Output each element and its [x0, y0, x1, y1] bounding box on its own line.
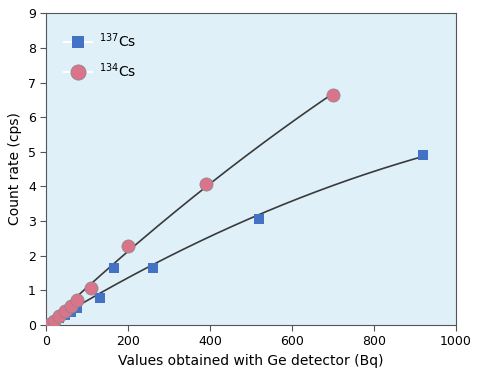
- Point: [419, 152, 427, 158]
- Point: [47, 321, 54, 327]
- Y-axis label: Count rate (cps): Count rate (cps): [8, 112, 23, 226]
- Point: [61, 308, 69, 314]
- Point: [67, 309, 75, 315]
- Point: [47, 321, 54, 327]
- Point: [110, 265, 118, 271]
- Point: [255, 216, 263, 222]
- Point: [51, 319, 59, 325]
- Point: [329, 92, 337, 98]
- Point: [67, 303, 75, 309]
- Point: [149, 265, 156, 271]
- Point: [87, 285, 95, 291]
- Point: [55, 315, 62, 321]
- Legend: $^{137}$Cs, $^{134}$Cs: $^{137}$Cs, $^{134}$Cs: [53, 20, 147, 91]
- Point: [202, 181, 210, 187]
- Point: [61, 312, 69, 318]
- Point: [96, 295, 103, 301]
- X-axis label: Values obtained with Ge detector (Bq): Values obtained with Ge detector (Bq): [118, 354, 384, 368]
- Point: [73, 297, 81, 303]
- Point: [55, 313, 62, 319]
- Point: [51, 318, 59, 324]
- Point: [124, 243, 132, 249]
- Point: [73, 305, 81, 311]
